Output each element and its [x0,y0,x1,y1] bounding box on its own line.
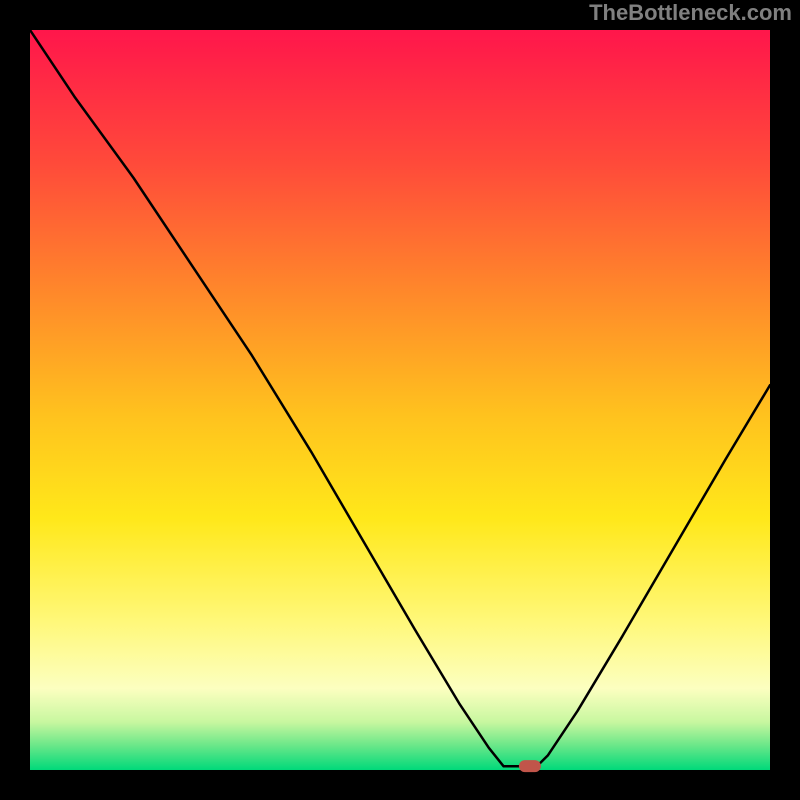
optimal-marker [518,760,540,772]
gradient-background [30,30,770,770]
watermark-text: TheBottleneck.com [589,0,792,26]
curve-svg [30,30,770,770]
chart-frame: TheBottleneck.com [0,0,800,800]
plot-area [30,30,770,770]
